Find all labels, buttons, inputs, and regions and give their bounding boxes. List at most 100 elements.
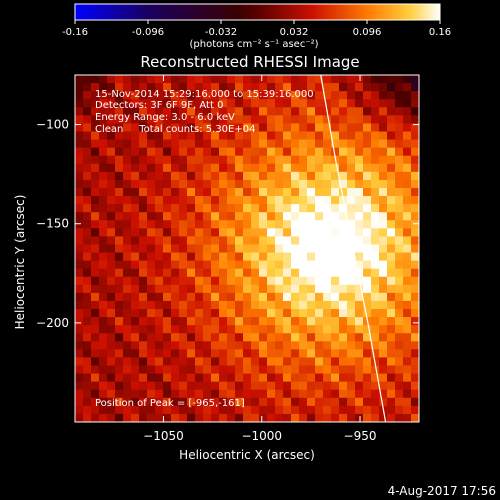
heatmap-cell — [395, 268, 404, 278]
heatmap-cell — [371, 276, 380, 286]
heatmap-cell — [195, 365, 204, 375]
heatmap-cell — [99, 131, 108, 141]
heatmap-cell — [99, 244, 108, 254]
heatmap-cell — [123, 325, 132, 334]
heatmap-cell — [299, 236, 308, 246]
heatmap-cell — [171, 115, 180, 125]
heatmap-cell — [259, 147, 268, 157]
heatmap-cell — [347, 75, 356, 84]
heatmap-cell — [171, 123, 180, 133]
heatmap-cell — [203, 373, 212, 383]
heatmap-cell — [219, 317, 228, 326]
heatmap-cell — [395, 155, 404, 165]
heatmap-cell — [363, 147, 372, 157]
heatmap-cell — [347, 83, 356, 92]
heatmap-cell — [395, 413, 404, 422]
heatmap-cell — [123, 75, 132, 84]
heatmap-cell — [275, 155, 284, 165]
heatmap-cell — [379, 309, 388, 318]
heatmap-cell — [355, 139, 364, 149]
heatmap-cell — [171, 244, 180, 254]
heatmap-cell — [155, 179, 164, 189]
heatmap-cell — [411, 405, 419, 415]
heatmap-cell — [211, 325, 220, 334]
heatmap-cell — [379, 413, 388, 422]
heatmap-cell — [331, 212, 340, 221]
heatmap-cell — [243, 365, 252, 375]
heatmap-cell — [187, 99, 196, 108]
heatmap-cell — [203, 317, 212, 326]
heatmap-cell — [251, 228, 260, 237]
heatmap-cell — [123, 373, 132, 383]
heatmap-cell — [323, 276, 332, 286]
heatmap-cell — [315, 284, 324, 294]
heatmap-cell — [411, 333, 419, 342]
heatmap-cell — [251, 325, 260, 334]
heatmap-cell — [355, 204, 364, 213]
heatmap-cell — [251, 139, 260, 149]
heatmap-cell — [267, 373, 276, 383]
heatmap-cell — [275, 397, 284, 407]
heatmap-cell — [147, 284, 156, 294]
heatmap-cell — [267, 212, 276, 221]
heatmap-cell — [227, 413, 236, 422]
heatmap-cell — [299, 284, 308, 294]
heatmap-cell — [275, 139, 284, 149]
heatmap-cell — [275, 260, 284, 270]
heatmap-cell — [355, 228, 364, 237]
heatmap-cell — [107, 268, 116, 278]
heatmap-cell — [123, 276, 132, 286]
heatmap-cell — [179, 357, 188, 367]
heatmap-cell — [411, 309, 419, 318]
heatmap-cell — [395, 131, 404, 141]
heatmap-cell — [339, 317, 348, 326]
heatmap-cell — [235, 260, 244, 270]
heatmap-cell — [267, 91, 276, 100]
heatmap-cell — [179, 99, 188, 108]
heatmap-cell — [299, 333, 308, 342]
heatmap-cell — [179, 220, 188, 229]
heatmap-cell — [339, 155, 348, 165]
heatmap-cell — [139, 317, 148, 326]
heatmap-cell — [387, 163, 396, 173]
heatmap-cell — [411, 300, 419, 310]
heatmap-cell — [155, 268, 164, 278]
heatmap-cell — [243, 179, 252, 189]
heatmap-cell — [339, 236, 348, 246]
heatmap-cell — [123, 292, 132, 302]
heatmap-cell — [387, 107, 396, 116]
heatmap-cell — [139, 405, 148, 415]
heatmap-cell — [331, 405, 340, 415]
heatmap-cell — [91, 196, 100, 205]
heatmap-cell — [363, 413, 372, 422]
heatmap-cell — [339, 83, 348, 92]
heatmap-cell — [227, 236, 236, 246]
heatmap-cell — [163, 228, 172, 237]
heatmap-cell — [243, 389, 252, 399]
heatmap-cell — [123, 91, 132, 100]
heatmap-cell — [75, 397, 84, 407]
heatmap-cell — [91, 252, 100, 262]
heatmap-cell — [323, 75, 332, 84]
heatmap-cell — [331, 187, 340, 197]
heatmap-cell — [331, 349, 340, 359]
heatmap-cell — [291, 83, 300, 92]
heatmap-cell — [259, 107, 268, 116]
heatmap-cell — [187, 292, 196, 302]
heatmap-cell — [355, 131, 364, 141]
heatmap-cell — [259, 300, 268, 310]
heatmap-cell — [387, 83, 396, 92]
heatmap-cell — [83, 373, 92, 383]
heatmap-cell — [251, 204, 260, 213]
heatmap-cell — [307, 405, 316, 415]
heatmap-cell — [235, 349, 244, 359]
heatmap-cell — [323, 341, 332, 350]
heatmap-cell — [211, 196, 220, 205]
heatmap-cell — [291, 139, 300, 149]
heatmap-cell — [299, 204, 308, 213]
heatmap-cell — [323, 413, 332, 422]
heatmap-cell — [355, 212, 364, 221]
heatmap-cell — [147, 147, 156, 157]
heatmap-cell — [235, 139, 244, 149]
heatmap-cell — [107, 179, 116, 189]
